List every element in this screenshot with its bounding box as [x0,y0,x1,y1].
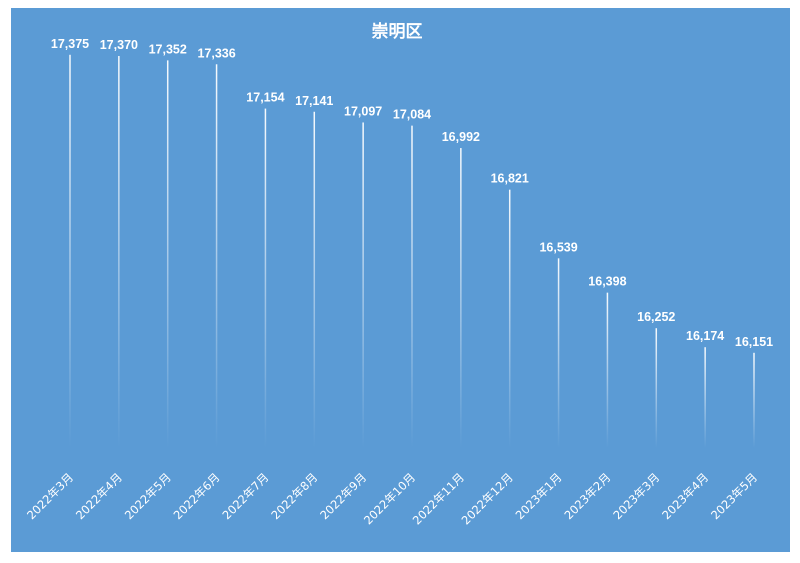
value-label-3: 17,352 [149,42,187,56]
value-label-1: 17,375 [51,37,89,51]
drop-line-13 [655,328,658,448]
value-label-9: 16,992 [442,130,480,144]
x-tick-label-15: 2023年5月 [708,470,760,522]
drop-line-10 [508,189,511,449]
drop-line-2 [118,56,120,448]
x-axis-tick-labels: 2022年3月2022年4月2022年5月2022年6月2022年7月2022年… [24,470,760,527]
x-tick-label-6: 2022年8月 [268,470,320,522]
drop-line-5 [264,108,267,448]
x-tick-label-9: 2022年11月 [410,470,467,527]
x-tick-label-12: 2023年2月 [562,470,614,522]
x-tick-label-7: 2022年9月 [317,470,369,522]
value-label-11: 16,539 [539,240,577,254]
x-tick-label-2: 2022年4月 [73,470,125,522]
x-tick-label-4: 2022年6月 [171,470,223,522]
drop-lines [69,54,755,449]
drop-line-4 [215,64,218,448]
chart-panel [11,8,790,552]
data-labels: 17,375 17,370 17,352 17,336 17,154 17,141 17,0… [51,37,773,349]
value-label-12: 16,398 [588,275,626,289]
value-label-13: 16,252 [637,310,675,324]
value-label-15: 16,151 [735,335,773,349]
x-tick-label-13: 2023年3月 [610,470,662,522]
value-label-5: 17,154 [246,91,284,105]
value-label-2: 17,370 [100,38,138,52]
drop-line-11 [557,258,560,448]
value-label-4: 17,336 [197,46,235,60]
value-label-7: 17,097 [344,104,382,118]
chart-title: 崇明区 [372,22,423,42]
x-tick-label-10: 2022年12月 [459,470,516,527]
x-tick-label-14: 2023年4月 [659,470,711,522]
value-label-14: 16,174 [686,329,724,343]
x-tick-label-3: 2022年5月 [122,470,174,522]
drop-line-6 [313,111,316,448]
drop-line-3 [166,60,169,449]
value-label-10: 16,821 [491,172,529,186]
value-label-8: 17,084 [393,108,431,122]
value-label-6: 17,141 [295,94,333,108]
x-tick-label-1: 2022年3月 [24,470,76,522]
drop-line-8 [411,125,413,449]
x-tick-label-11: 2023年1月 [513,470,565,522]
drop-line-1 [69,54,71,449]
drop-line-9 [460,148,462,448]
drop-line-14 [704,347,706,448]
drop-line-15 [753,352,755,448]
x-tick-label-8: 2022年10月 [361,470,418,527]
x-tick-label-5: 2022年7月 [220,470,272,522]
drop-line-7 [362,122,364,448]
drop-line-12 [606,292,609,448]
